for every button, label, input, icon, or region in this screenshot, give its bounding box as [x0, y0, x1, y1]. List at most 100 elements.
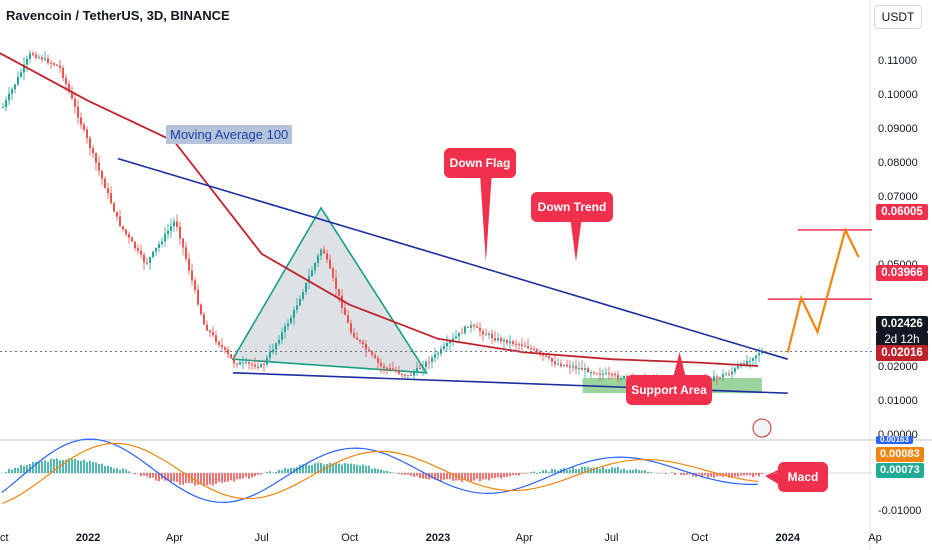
candle-body — [326, 253, 328, 260]
candle-body — [419, 368, 421, 370]
macd-histogram-bar — [92, 461, 94, 473]
macd-histogram-bar — [350, 463, 352, 473]
candle-body — [41, 57, 43, 60]
macd-histogram-bar — [431, 473, 433, 479]
macd-histogram-bar — [569, 469, 571, 473]
candle-body — [749, 360, 751, 362]
macd-histogram-bar — [362, 464, 364, 473]
macd-histogram-bar — [326, 464, 328, 473]
macd-histogram-bar — [32, 461, 34, 473]
macd-histogram-bar — [44, 460, 46, 473]
macd-histogram-bar — [509, 473, 511, 477]
macd-histogram-bar — [155, 473, 157, 481]
candle-body — [485, 334, 487, 336]
candle-body — [386, 367, 388, 369]
candle-body — [128, 233, 130, 238]
candle-body — [341, 295, 343, 308]
macd-histogram-bar — [179, 473, 181, 485]
macd-histogram-bar — [194, 473, 196, 486]
macd-histogram-bar — [308, 465, 310, 473]
macd-histogram-bar — [749, 473, 751, 476]
candle-body — [44, 58, 46, 60]
candle-body — [182, 238, 184, 248]
candle-body — [80, 117, 82, 125]
macd-histogram-bar — [5, 472, 7, 473]
macd-histogram-bar — [689, 473, 691, 475]
macd-histogram-bar — [599, 468, 601, 473]
down-flag-annotation: Down Flag — [444, 148, 516, 178]
x-tick-label: Apr — [166, 532, 183, 544]
candle-body — [20, 72, 22, 77]
macd-histogram-bar — [572, 467, 574, 473]
y-tick-label: 0.07000 — [878, 191, 918, 203]
macd-histogram-bar — [632, 469, 634, 473]
macd-line — [1, 438, 759, 503]
candle-body — [137, 248, 139, 251]
candle-body — [224, 347, 226, 350]
macd-histogram-bar — [608, 469, 610, 473]
macd-histogram-bar — [398, 473, 400, 475]
macd-histogram-bar — [551, 468, 553, 473]
candle-body — [38, 57, 40, 59]
macd-signal-line — [1, 442, 759, 504]
candle-body — [248, 362, 250, 364]
candle-body — [164, 233, 166, 242]
candle-body — [116, 211, 118, 217]
macd-histogram-bar — [485, 473, 487, 480]
candle-body — [479, 327, 481, 332]
candle-body — [320, 249, 322, 256]
candle-body — [179, 226, 181, 239]
macd-histogram-bar — [623, 468, 625, 473]
x-tick-label: Oct — [691, 532, 708, 544]
candle-body — [236, 363, 238, 365]
macd-histogram-bar — [596, 467, 598, 473]
candle-body — [233, 358, 235, 364]
candle-body — [35, 54, 37, 58]
candle-body — [212, 332, 214, 336]
candle-body — [77, 106, 79, 118]
candle-body — [158, 243, 160, 248]
candle-body — [401, 373, 403, 375]
candle-body — [500, 338, 502, 342]
macd-histogram-bar — [95, 462, 97, 473]
candle-body — [185, 247, 187, 259]
macd-histogram-bar — [710, 473, 712, 477]
macd-histogram-bar — [128, 471, 130, 473]
candle-body — [32, 53, 34, 55]
macd-histogram-bar — [344, 463, 346, 473]
macd-histogram-bar — [641, 470, 643, 473]
macd-histogram-bar — [644, 470, 646, 473]
candle-body — [581, 367, 583, 370]
candle-body — [119, 216, 121, 227]
macd-histogram-bar — [581, 466, 583, 473]
candle-body — [275, 343, 277, 350]
target-high-label: 0.06005 — [876, 204, 928, 220]
macd-histogram-bar — [287, 468, 289, 473]
macd-histogram-bar — [278, 469, 280, 473]
macd-histogram-bar — [215, 473, 217, 484]
macd-histogram-bar — [254, 473, 256, 477]
candle-body — [377, 358, 379, 363]
candle-body — [299, 298, 301, 306]
candle-body — [569, 366, 571, 368]
macd-histogram-bar — [8, 468, 10, 473]
macd-histogram-bar — [500, 473, 502, 479]
y-tick-label: 0.01000 — [878, 395, 918, 407]
macd-histogram-bar — [602, 467, 604, 473]
candle-body — [197, 289, 199, 305]
macd-histogram-bar — [23, 465, 25, 473]
candle-body — [587, 368, 589, 373]
candle-body — [149, 257, 151, 263]
candle-body — [551, 358, 553, 362]
y-tick-label: 0.09000 — [878, 123, 918, 135]
chart-title: Ravencoin / TetherUS, 3D, BINANCE — [6, 8, 230, 23]
macd-histogram-bar — [389, 471, 391, 473]
currency-unit-button[interactable]: USDT — [874, 5, 922, 29]
macd-histogram-bar — [497, 473, 499, 478]
candle-body — [734, 368, 736, 372]
candle-body — [368, 349, 370, 352]
macd-histogram-bar — [260, 473, 262, 475]
candle-body — [572, 366, 574, 368]
x-tick-label: Ap — [868, 532, 881, 544]
y-tick-label: 0.11000 — [878, 55, 917, 67]
